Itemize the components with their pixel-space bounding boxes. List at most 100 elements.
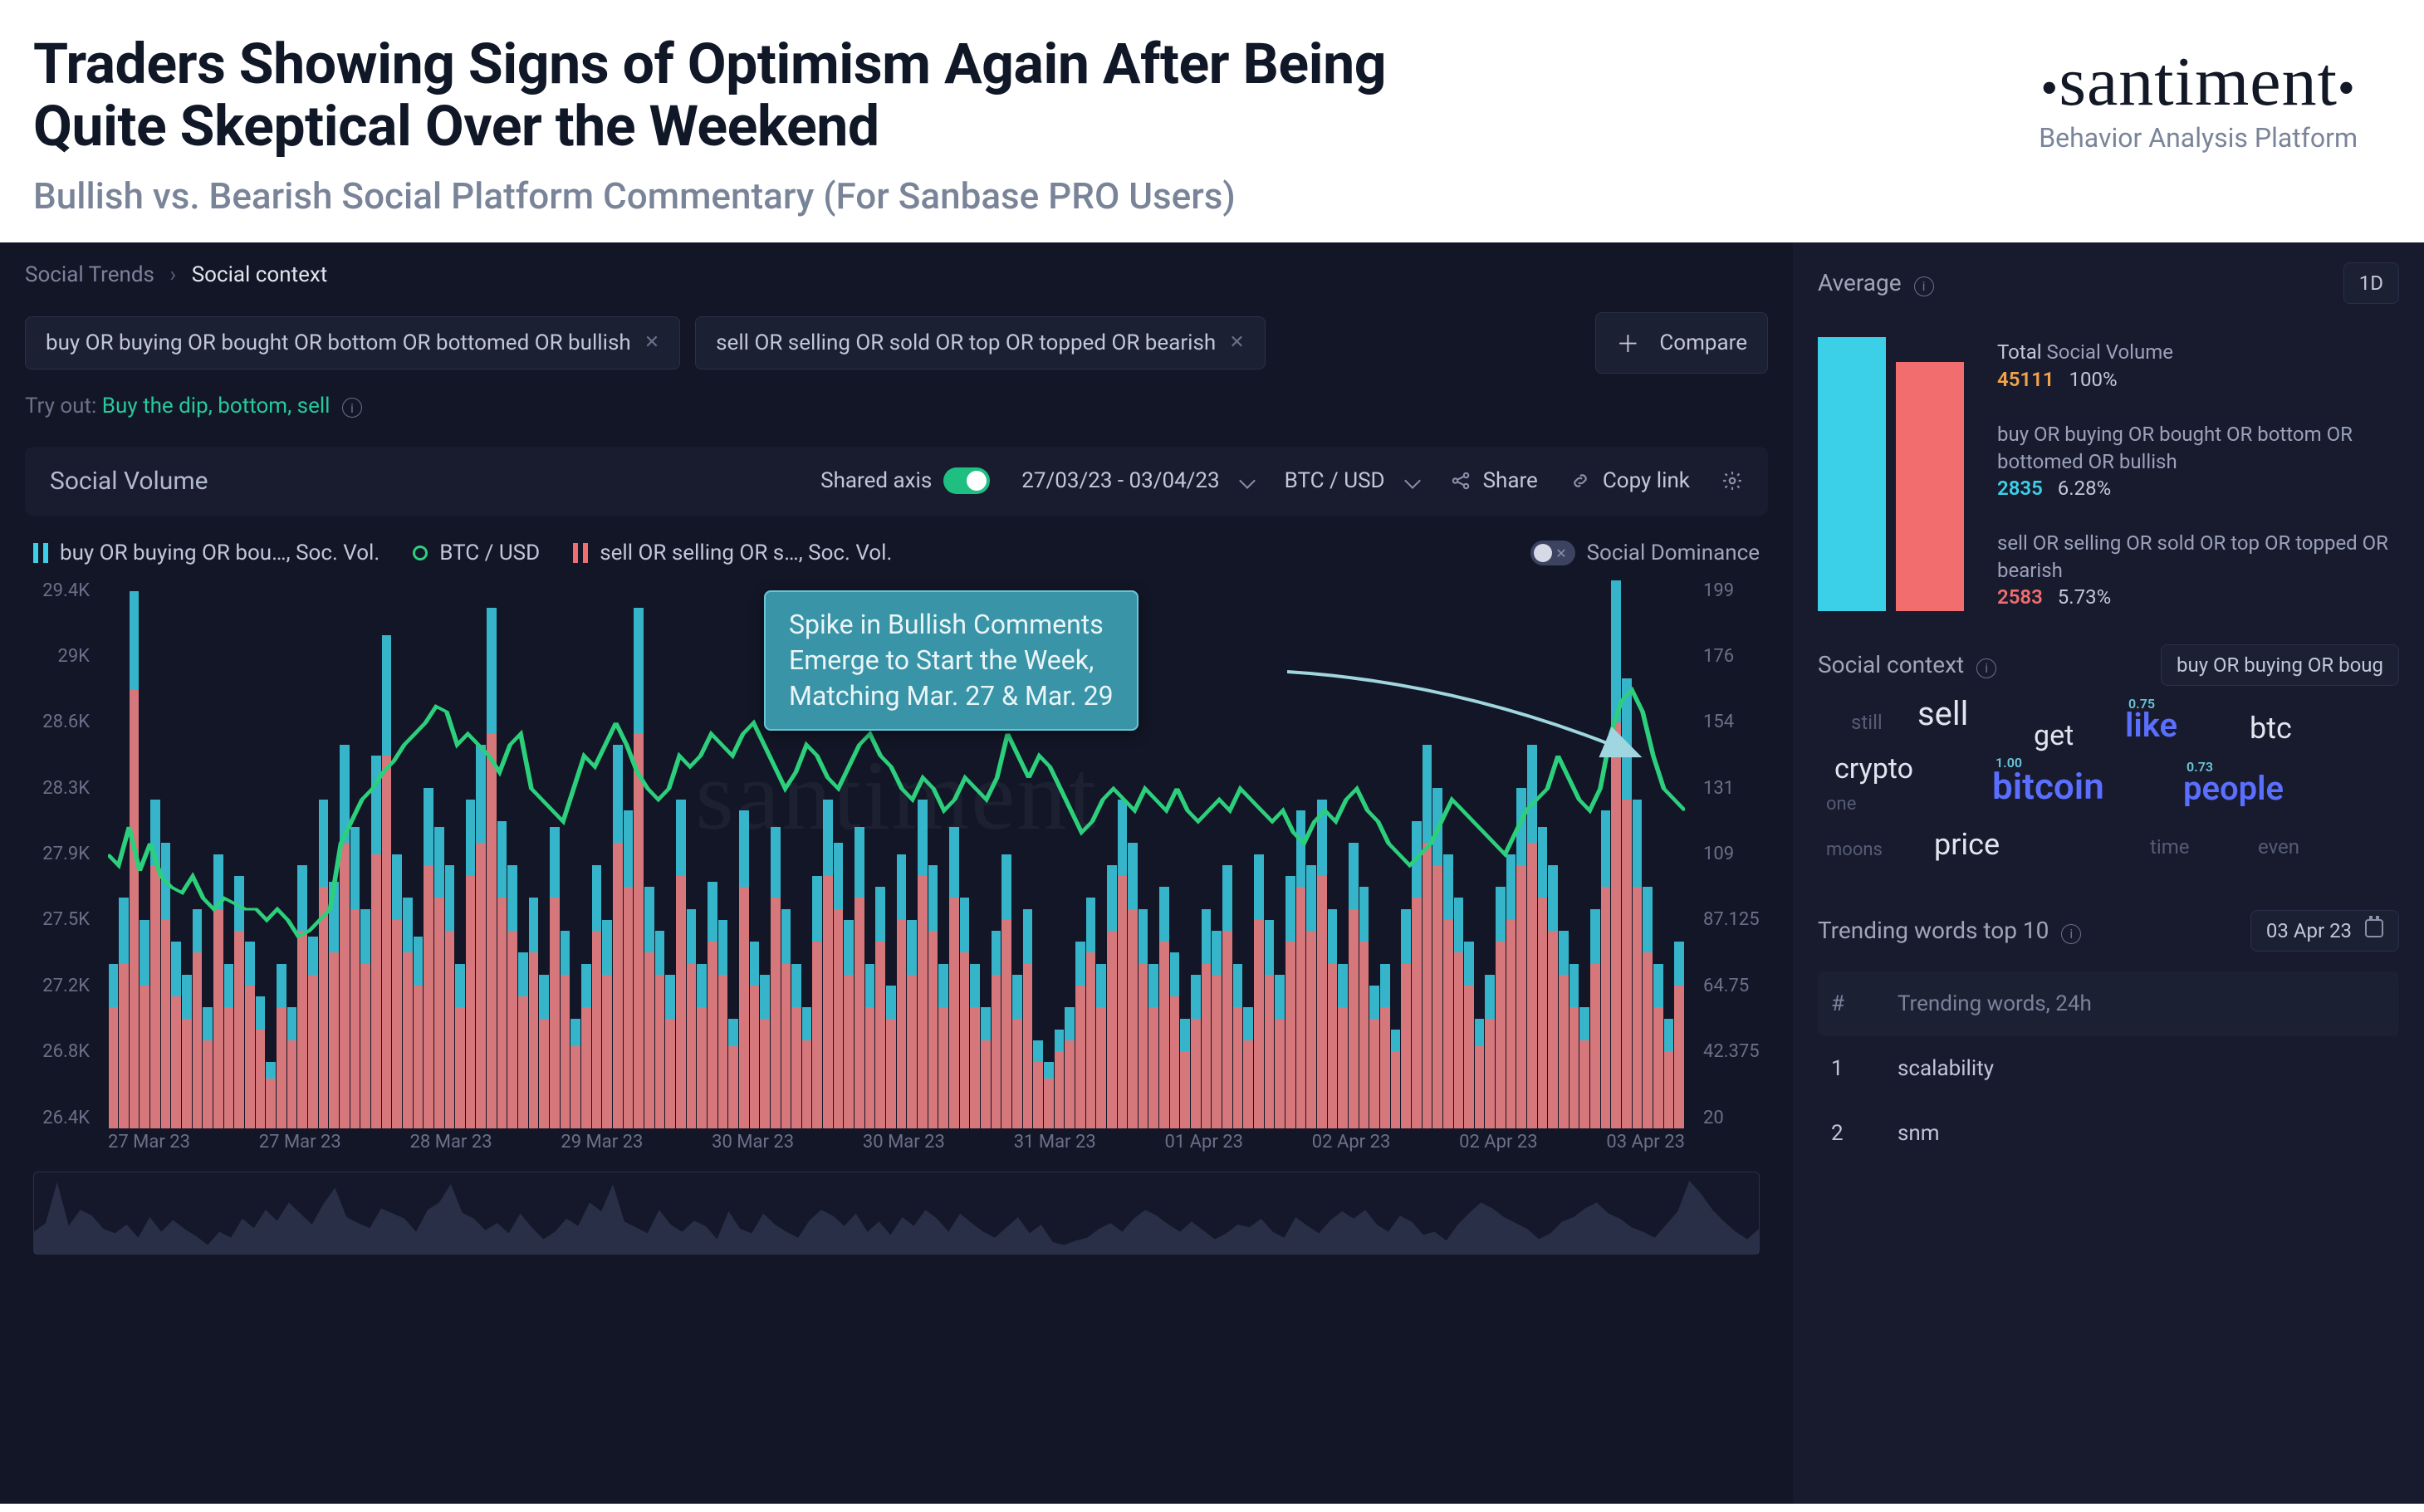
overview-minimap[interactable] xyxy=(33,1172,1760,1255)
total-social-row: Total Social Volume 45111 100% xyxy=(1997,339,2399,393)
bullish-value: 2835 xyxy=(1997,477,2043,500)
pair-picker[interactable]: BTC / USD xyxy=(1285,468,1418,493)
trending-row[interactable]: 1scalability xyxy=(1818,1036,2399,1101)
trending-row[interactable]: 2snm xyxy=(1818,1101,2399,1166)
shared-axis-toggle[interactable] xyxy=(943,467,990,494)
annotation-callout: Spike in Bullish Comments Emerge to Star… xyxy=(764,590,1139,732)
share-button[interactable]: Share xyxy=(1450,468,1538,493)
compare-label: Compare xyxy=(1659,330,1747,355)
trending-date-value: 03 Apr 23 xyxy=(2266,919,2352,942)
toolbar-title: Social Volume xyxy=(50,467,208,496)
mini-bar-bearish xyxy=(1896,362,1964,611)
chart-area: 29.4K29K28.6K28.3K27.9K27.5K27.2K26.8K26… xyxy=(25,580,1768,1504)
cloud-word[interactable]: sell xyxy=(1917,694,1968,733)
col-number: # xyxy=(1831,991,1864,1016)
annotation-line: Emerge to Start the Week, xyxy=(789,643,1114,678)
period-badge[interactable]: 1D xyxy=(2343,262,2399,304)
social-context-query[interactable]: buy OR buying OR boug xyxy=(2161,644,2399,686)
close-icon[interactable]: ✕ xyxy=(644,332,659,353)
share-icon xyxy=(1450,470,1472,492)
word-cloud: still sell get like0.75 btc crypto bitco… xyxy=(1818,686,2399,877)
tryout-prefix: Try out: xyxy=(25,394,96,418)
query-pill-bullish[interactable]: buy OR buying OR bought OR bottom OR bot… xyxy=(25,316,680,369)
cloud-word[interactable]: still xyxy=(1851,711,1883,734)
bearish-label: sell OR selling OR sold OR top OR topped… xyxy=(1997,531,2388,581)
x-tick: 30 Mar 23 xyxy=(863,1132,945,1162)
chart-toolbar: Social Volume Shared axis 27/03/23 - 03/… xyxy=(25,447,1768,516)
info-icon[interactable]: i xyxy=(1976,658,1996,678)
tryout-link[interactable]: Buy the dip, bottom, sell xyxy=(102,394,331,418)
legend-price[interactable]: BTC / USD xyxy=(413,541,540,565)
brand-name: santiment xyxy=(2059,43,2338,120)
y-tick: 27.9K xyxy=(25,844,90,864)
y-tick: 42.375 xyxy=(1703,1041,1768,1062)
headline-line1: Traders Showing Signs of Optimism Again … xyxy=(33,31,1386,97)
dominance-label: Social Dominance xyxy=(1587,541,1760,565)
cloud-word[interactable]: even xyxy=(2258,835,2299,859)
legend-label: buy OR buying OR bou…, Soc. Vol. xyxy=(60,541,380,565)
query-pill-bearish[interactable]: sell OR selling OR sold OR top OR topped… xyxy=(695,316,1266,369)
bearish-value: 2583 xyxy=(1997,585,2043,609)
y-tick: 109 xyxy=(1703,844,1768,864)
side-panel: Average i 1D Total Social Volume 45111 1… xyxy=(1793,242,2424,1504)
breadcrumb-root[interactable]: Social Trends xyxy=(25,262,154,287)
dominance-toggle[interactable]: ✕ xyxy=(1530,541,1575,565)
average-breakdown: Total Social Volume 45111 100% buy OR bu… xyxy=(1818,337,2399,611)
cloud-word[interactable]: time xyxy=(2150,835,2189,859)
compare-button[interactable]: ＋ Compare xyxy=(1595,312,1768,374)
bullish-row: buy OR buying OR bought OR bottom OR bot… xyxy=(1997,421,2399,502)
cloud-word[interactable]: price xyxy=(1934,827,2000,862)
y-tick: 27.2K xyxy=(25,976,90,996)
trending-word: snm xyxy=(1898,1121,1940,1146)
x-tick: 30 Mar 23 xyxy=(712,1132,794,1162)
info-icon[interactable]: i xyxy=(2061,924,2081,944)
annotation-line: Spike in Bullish Comments xyxy=(789,607,1114,643)
trending-word: scalability xyxy=(1898,1056,1994,1081)
cloud-word[interactable]: crypto xyxy=(1834,752,1913,785)
main-chart[interactable]: 29.4K29K28.6K28.3K27.9K27.5K27.2K26.8K26… xyxy=(25,580,1768,1162)
legend-bullish[interactable]: buy OR buying OR bou…, Soc. Vol. xyxy=(33,541,380,565)
y-tick: 64.75 xyxy=(1703,976,1768,996)
brand-tagline: Behavior Analysis Platform xyxy=(2039,122,2358,154)
x-tick: 27 Mar 23 xyxy=(108,1132,190,1162)
bullish-pct: 6.28% xyxy=(2058,477,2111,500)
y-tick: 154 xyxy=(1703,712,1768,732)
y-tick: 28.6K xyxy=(25,712,90,732)
total-label-a: Total xyxy=(1997,340,2042,364)
y-axis-right: 19917615413110987.12564.7542.37520 xyxy=(1693,580,1768,1128)
copylink-button[interactable]: Copy link xyxy=(1569,468,1690,493)
headline-subtitle: Bullish vs. Bearish Social Platform Comm… xyxy=(33,174,2039,218)
info-icon[interactable]: i xyxy=(342,398,362,418)
y-tick: 29.4K xyxy=(25,580,90,601)
settings-button[interactable] xyxy=(1721,470,1743,492)
query-pill-label: sell OR selling OR sold OR top OR topped… xyxy=(716,330,1216,355)
legend-bearish[interactable]: sell OR selling OR s…, Soc. Vol. xyxy=(573,541,892,565)
link-icon xyxy=(1569,470,1591,492)
brand-logo: •santiment• xyxy=(2039,42,2358,122)
mini-bar-chart xyxy=(1818,337,1964,611)
app-frame: Social Trends › Social context buy OR bu… xyxy=(0,242,2424,1504)
daterange-picker[interactable]: 27/03/23 - 03/04/23 xyxy=(1021,468,1252,493)
col-words: Trending words, 24h xyxy=(1898,991,2092,1016)
cloud-word[interactable]: one xyxy=(1826,794,1856,815)
info-icon[interactable]: i xyxy=(1914,276,1934,296)
cloud-word[interactable]: moons xyxy=(1826,839,1883,860)
trending-date-picker[interactable]: 03 Apr 23 xyxy=(2250,910,2399,952)
query-filter-row: buy OR buying OR bought OR bottom OR bot… xyxy=(25,312,1768,374)
chart-legend-row: buy OR buying OR bou…, Soc. Vol. BTC / U… xyxy=(25,541,1768,580)
cloud-word-text: bitcoin xyxy=(1992,765,2104,808)
close-icon[interactable]: ✕ xyxy=(1229,332,1244,353)
social-context-header: Social context i buy OR buying OR boug xyxy=(1818,644,2399,686)
cloud-word[interactable]: get xyxy=(2034,719,2074,752)
x-tick: 28 Mar 23 xyxy=(410,1132,492,1162)
y-tick: 29K xyxy=(25,646,90,667)
social-dominance-control: ✕ Social Dominance xyxy=(1530,541,1760,565)
headline-line2: Quite Skeptical Over the Weekend xyxy=(33,93,879,159)
y-tick: 20 xyxy=(1703,1108,1768,1128)
copylink-label: Copy link xyxy=(1603,468,1690,493)
x-tick: 29 Mar 23 xyxy=(561,1132,643,1162)
y-tick: 27.5K xyxy=(25,909,90,930)
annotation-line: Matching Mar. 27 & Mar. 29 xyxy=(789,678,1114,714)
cloud-word[interactable]: btc xyxy=(2250,711,2292,746)
social-context-section: Social context i buy OR buying OR boug s… xyxy=(1818,644,2399,877)
